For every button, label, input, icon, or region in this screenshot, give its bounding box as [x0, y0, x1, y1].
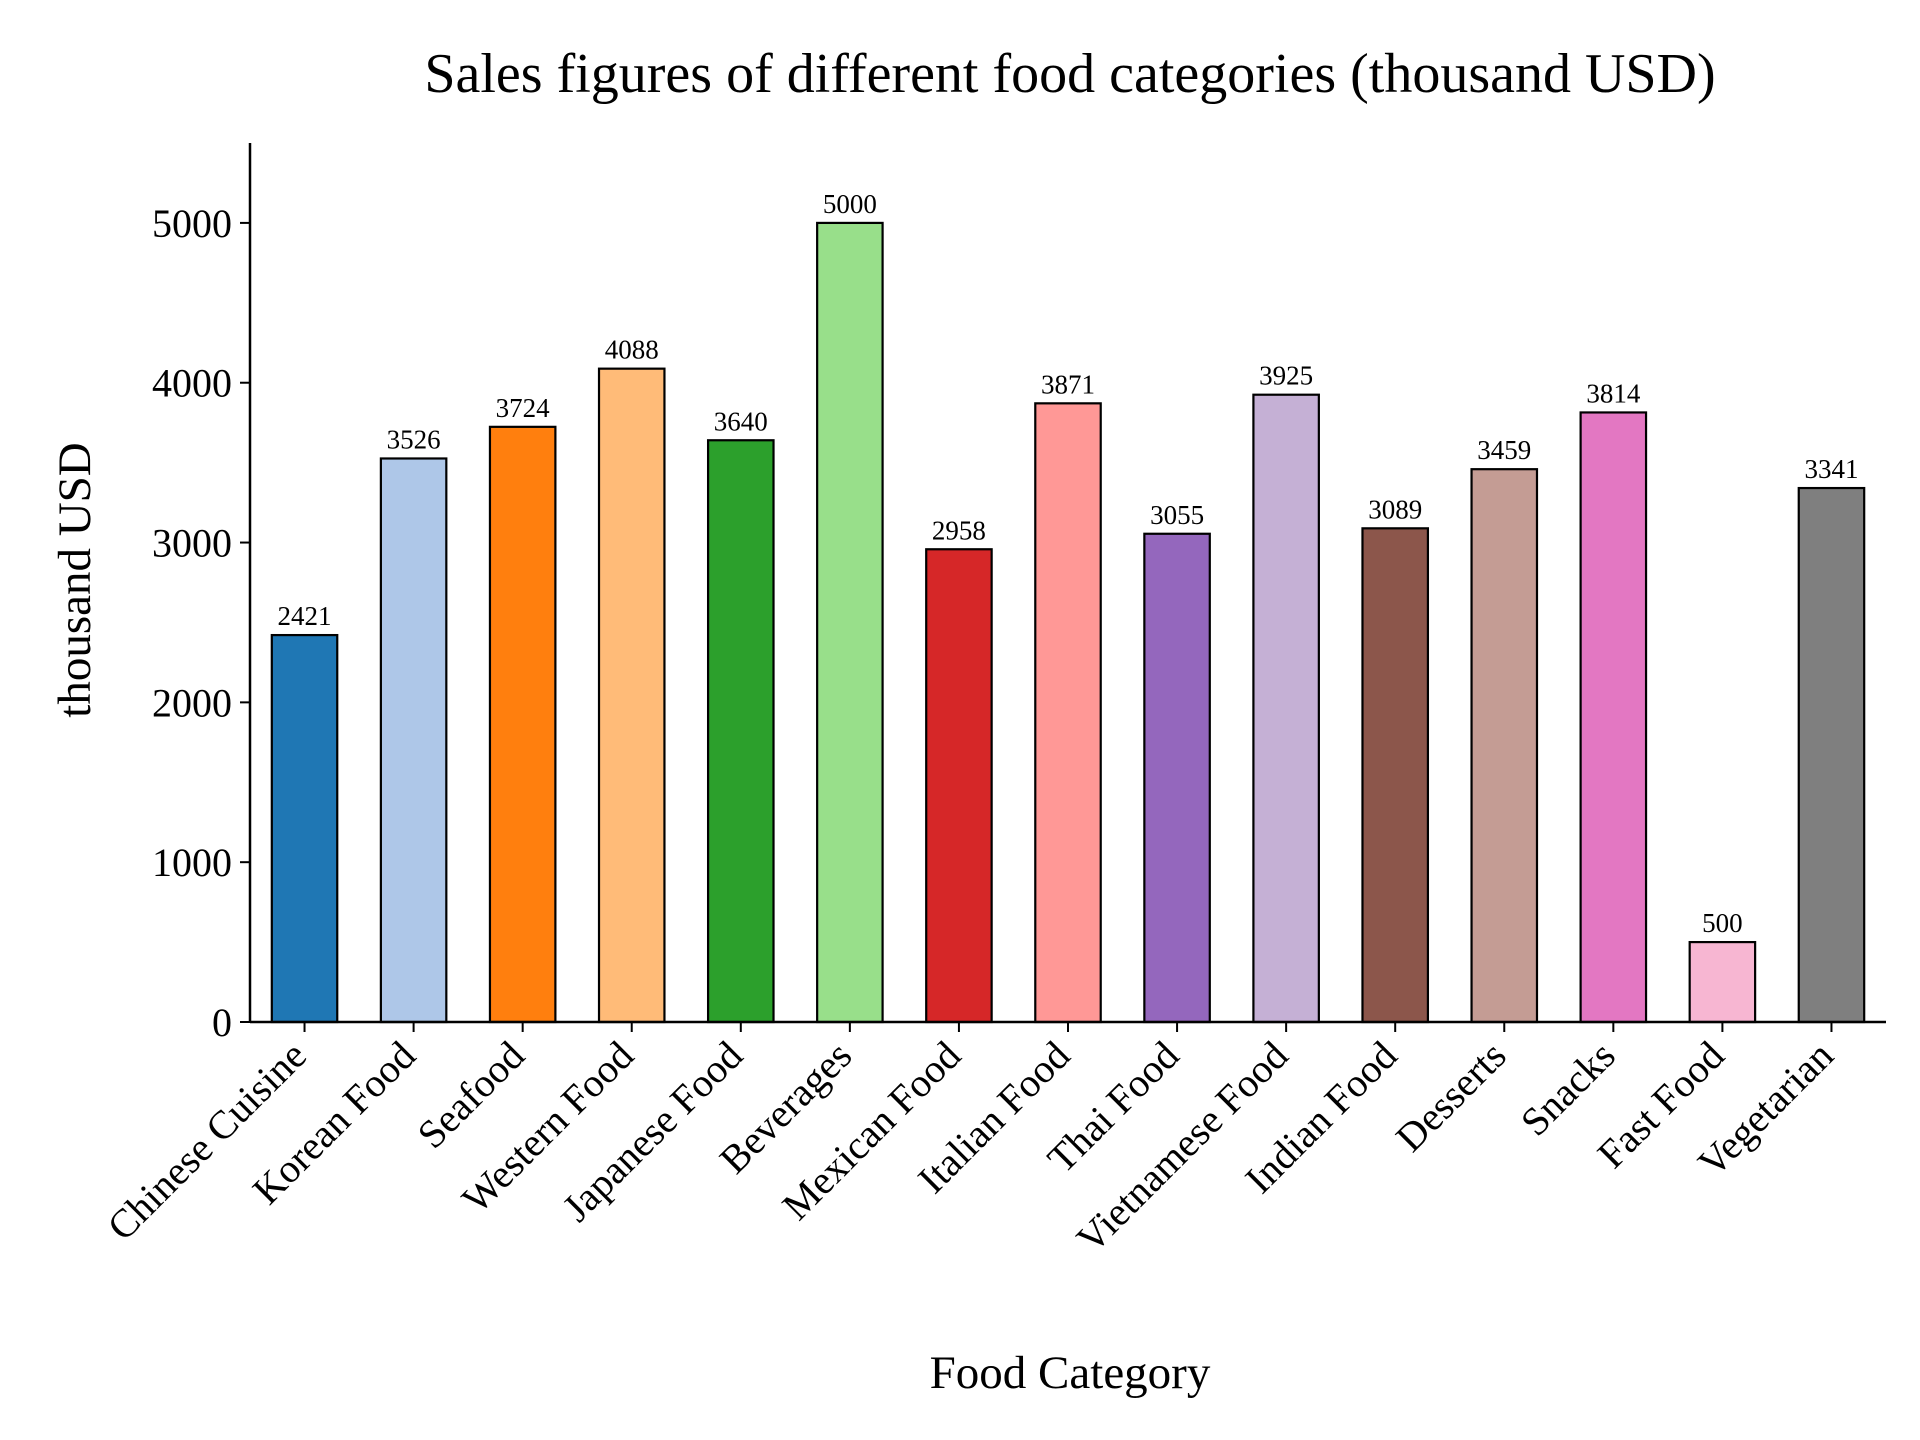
bar-value-label-0: 2421	[278, 601, 332, 631]
bar-2	[488, 425, 557, 1024]
bar-value-label-7: 3871	[1041, 369, 1095, 399]
bar-5	[816, 221, 884, 1024]
bar-1	[379, 457, 448, 1024]
bar-3	[597, 367, 666, 1024]
y-tick-label-3: 3000	[152, 521, 232, 566]
bar-4	[706, 439, 775, 1024]
bar-value-label-14: 3341	[1804, 454, 1858, 484]
y-tick-label-2: 2000	[152, 680, 232, 725]
bar-7	[1034, 402, 1102, 1024]
bar-10	[1361, 527, 1430, 1024]
bar-value-label-6: 2958	[932, 515, 986, 545]
bar-value-label-2: 3724	[496, 393, 551, 423]
bar-value-label-8: 3055	[1150, 500, 1204, 530]
bars-layer: 2421 3526 3724 4088 3640 5000 2958 3871 3055 3925…	[270, 189, 1866, 1024]
bar-value-label-9: 3925	[1259, 361, 1313, 391]
chart-title: Sales figures of different food categori…	[424, 43, 1715, 105]
bar-0	[270, 633, 339, 1024]
bar-value-label-3: 4088	[605, 335, 659, 365]
bar-6	[925, 548, 993, 1024]
bar-11	[1470, 468, 1539, 1024]
y-tick-label-4: 4000	[152, 361, 232, 406]
bar-value-label-1: 3526	[387, 424, 441, 454]
y-axis-label: thousand USD	[49, 442, 101, 717]
y-tick-label-1: 1000	[152, 840, 232, 885]
bar-value-label-12: 3814	[1586, 378, 1641, 408]
x-axis-label: Food Category	[930, 1347, 1211, 1399]
bar-8	[1143, 532, 1211, 1024]
bar-13	[1688, 940, 1757, 1024]
bar-value-label-5: 5000	[823, 189, 877, 219]
bar-14	[1797, 486, 1866, 1024]
bar-value-label-10: 3089	[1368, 494, 1422, 524]
bar-value-label-13: 500	[1702, 908, 1743, 938]
x-tick-label-11: Desserts	[1387, 1033, 1515, 1161]
bar-value-label-4: 3640	[714, 406, 768, 436]
bar-12	[1579, 411, 1648, 1024]
bar-9	[1252, 393, 1320, 1024]
x-tick-label-0: Chinese Cuisine	[98, 1033, 314, 1249]
bar-value-label-11: 3459	[1477, 435, 1531, 465]
y-tick-label-0: 0	[212, 1000, 232, 1045]
y-tick-label-5: 5000	[152, 201, 232, 246]
